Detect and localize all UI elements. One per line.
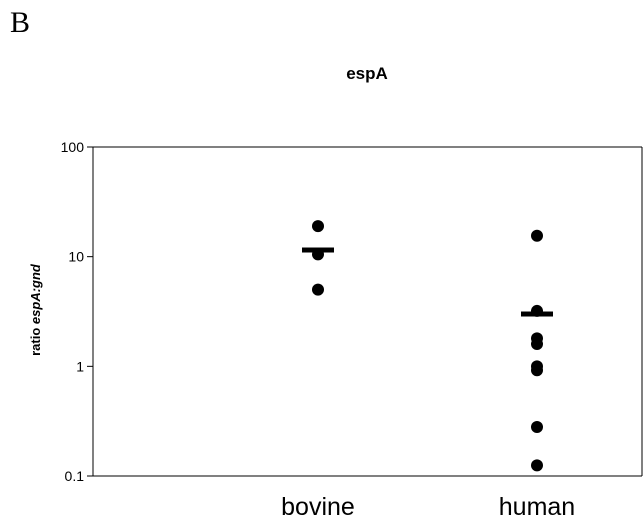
y-tick-labels: 100 10 1 0.1: [61, 139, 85, 484]
median-bar-human: [521, 311, 553, 317]
y-tick-label: 0.1: [65, 468, 85, 484]
data-point-human: [531, 459, 543, 472]
data-point-bovine: [312, 283, 324, 296]
axes: [87, 146, 643, 477]
y-tick-label: 1: [76, 358, 84, 374]
category-label-bovine: bovine: [281, 493, 355, 521]
y-tick-label: 10: [68, 249, 84, 265]
category-label-human: human: [499, 493, 575, 521]
data-point-human: [531, 337, 543, 350]
y-axis-label: ratio espA:gnd: [28, 263, 43, 356]
panel-letter: B: [10, 6, 31, 39]
y-axis-label-prefix: ratio: [28, 324, 43, 356]
data-point-human: [531, 420, 543, 433]
median-bar-bovine: [302, 247, 334, 253]
data-point-human: [531, 229, 543, 242]
data-points: [312, 220, 543, 472]
data-point-human: [531, 364, 543, 377]
y-tick-label: 100: [61, 139, 85, 155]
data-point-bovine: [312, 220, 324, 233]
chart-title: espA: [346, 64, 388, 83]
median-bars: [302, 247, 553, 317]
category-labels: bovine human: [281, 493, 575, 521]
y-axis-label-italic: espA:gnd: [28, 263, 43, 324]
